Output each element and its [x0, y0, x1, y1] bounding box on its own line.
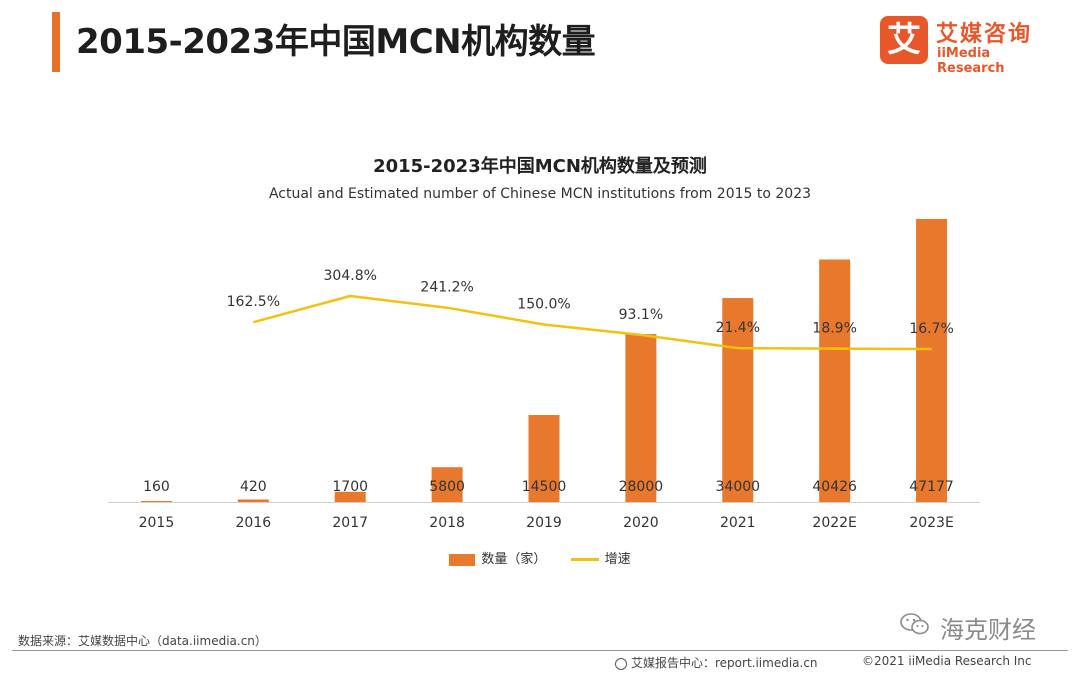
- growth-label-2022E: 18.9%: [812, 321, 856, 337]
- growth-label-2018: 241.2%: [420, 280, 473, 296]
- legend-count-label: 数量（家）: [481, 552, 547, 567]
- x-tick-label-2020: 2020: [623, 515, 659, 531]
- bar-2016: [237, 499, 269, 502]
- chart-title: 2015-2023年中国MCN机构数量及预测: [373, 156, 707, 177]
- bar-2017: [334, 491, 366, 502]
- x-tick-label-2015: 2015: [139, 515, 175, 531]
- page-title: 2015-2023年中国MCN机构数量: [76, 22, 596, 62]
- footer-divider: [12, 650, 1068, 651]
- wechat-icon: [900, 613, 929, 635]
- bar-2019: [528, 415, 560, 502]
- bar-2015: [140, 501, 172, 502]
- logo-mark: 艾: [880, 16, 928, 64]
- logo-name-en: iiMedia Research: [937, 46, 1005, 76]
- x-tick-label-2023E: 2023E: [909, 515, 953, 531]
- footer-report-center-text: 艾媒报告中心：report.iimedia.cn: [631, 656, 818, 670]
- chart-legend: 数量（家） 增速: [0, 548, 1080, 567]
- data-source: 数据来源：艾媒数据中心（data.iimedia.cn）: [18, 634, 267, 648]
- bar-value-label-2020: 28000: [619, 479, 664, 495]
- growth-label-2017: 304.8%: [324, 268, 377, 284]
- legend-item-growth: 增速: [570, 548, 631, 567]
- chart-subtitle: Actual and Estimated number of Chinese M…: [268, 186, 812, 202]
- legend-growth-label: 增速: [604, 552, 631, 567]
- bar-2020: [625, 334, 657, 502]
- legend-item-count: 数量（家）: [449, 548, 546, 567]
- bar-value-label-2021: 34000: [716, 479, 761, 495]
- legend-bar-swatch: [449, 553, 476, 566]
- x-tick-label-2018: 2018: [429, 515, 465, 531]
- watermark-text: 海克财经: [940, 616, 1036, 644]
- bar-value-label-2017: 1700: [332, 479, 368, 495]
- bar-value-label-2016: 420: [240, 479, 267, 495]
- bar-value-label-2018: 5800: [429, 479, 465, 495]
- bar-2018: [431, 467, 463, 502]
- growth-label-2021: 21.4%: [716, 320, 760, 336]
- title-accent-bar: [52, 12, 60, 72]
- x-tick-label-2022E: 2022E: [812, 515, 856, 531]
- bar-value-label-2022E: 40426: [812, 479, 857, 495]
- x-tick-label-2016: 2016: [236, 515, 272, 531]
- footer-report-center: 艾媒报告中心：report.iimedia.cn: [615, 654, 818, 671]
- footer-copyright: ©2021 iiMedia Research Inc: [862, 654, 1032, 668]
- growth-label-2023E: 16.7%: [909, 321, 953, 337]
- bar-2023E: [916, 219, 948, 502]
- iimedia-logo: 艾 艾媒咨询 iiMedia Research: [880, 14, 1060, 76]
- bar-value-label-2015: 160: [143, 479, 170, 495]
- growth-label-2016: 162.5%: [227, 294, 280, 310]
- x-tick-label-2021: 2021: [720, 515, 756, 531]
- x-tick-label-2019: 2019: [526, 515, 562, 531]
- x-tick-label-2017: 2017: [332, 515, 368, 531]
- bar-2021: [722, 298, 754, 502]
- globe-icon: [615, 657, 627, 670]
- growth-label-2019: 150.0%: [517, 296, 570, 312]
- bar-value-label-2023E: 47177: [909, 479, 954, 495]
- legend-line-swatch: [570, 558, 599, 561]
- bar-value-label-2019: 14500: [522, 479, 567, 495]
- growth-line: [252, 294, 932, 351]
- bar-2022E: [819, 259, 851, 502]
- logo-name-cn: 艾媒咨询: [936, 22, 1033, 47]
- growth-label-2020: 93.1%: [619, 307, 663, 323]
